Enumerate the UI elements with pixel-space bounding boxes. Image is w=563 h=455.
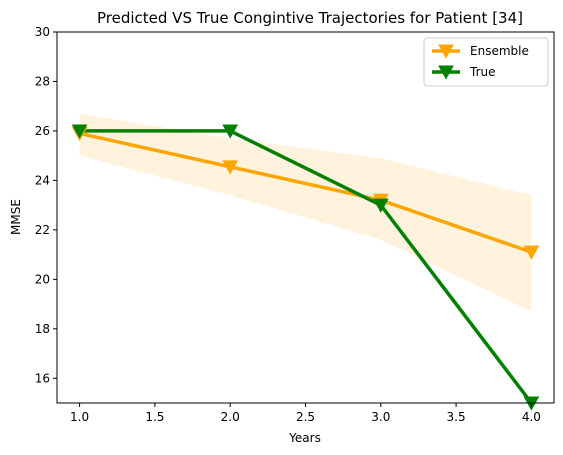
x-axis-label: Years (288, 431, 321, 445)
legend: Ensemble True (423, 37, 549, 87)
data-point-true-1 (222, 124, 239, 139)
legend-swatch-marker-true (438, 65, 454, 80)
x-axis-ticks: 1.0 1.5 2.0 2.5 3.0 3.5 4.0 (70, 403, 541, 424)
chart-title: Predicted VS True Congintive Trajectorie… (97, 9, 523, 27)
y-tick-label: 18 (35, 322, 50, 336)
legend-label-ensemble: Ensemble (470, 44, 529, 58)
x-tick-label: 4.0 (522, 410, 541, 424)
series-line-ensemble (79, 131, 532, 254)
x-tick-label: 1.0 (70, 410, 89, 424)
series-line-true (79, 129, 533, 405)
y-tick-label: 30 (35, 25, 50, 39)
y-tick-label: 28 (35, 74, 50, 88)
legend-swatch-marker-ensemble (438, 44, 454, 59)
confidence-band-ensemble (79, 113, 532, 312)
data-point-true-0 (71, 124, 88, 139)
x-tick-label: 1.5 (145, 410, 164, 424)
y-tick-label: 24 (35, 173, 50, 187)
y-tick-label: 22 (35, 223, 50, 237)
series-lines-layer (79, 129, 533, 405)
data-point-ensemble-1 (222, 160, 239, 175)
y-axis-ticks: 16 18 20 22 24 26 28 30 (35, 25, 57, 385)
confidence-band-layer (79, 113, 532, 312)
x-tick-label: 3.0 (371, 410, 390, 424)
x-tick-label: 3.5 (447, 410, 466, 424)
x-tick-label: 2.5 (296, 410, 315, 424)
y-axis-label: MMSE (9, 199, 23, 235)
data-point-ensemble-3 (523, 245, 540, 260)
legend-label-true: True (469, 65, 496, 79)
y-tick-label: 26 (35, 124, 50, 138)
data-point-true-2 (372, 198, 389, 213)
x-tick-label: 2.0 (221, 410, 240, 424)
y-tick-label: 20 (35, 272, 50, 286)
y-tick-label: 16 (35, 371, 50, 385)
series-markers-layer (71, 124, 540, 411)
